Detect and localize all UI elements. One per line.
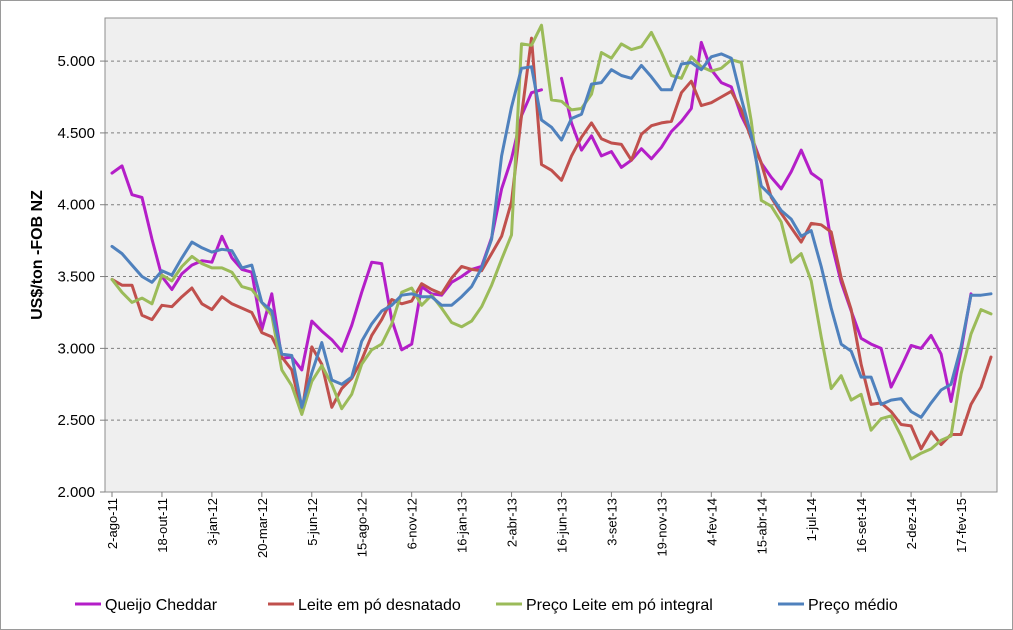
y-tick-label: 4.500 xyxy=(57,125,95,142)
legend-label: Preço Leite em pó integral xyxy=(526,597,713,614)
x-tick-label: 15-abr-14 xyxy=(754,498,769,554)
y-tick-label: 2.000 xyxy=(57,484,95,501)
x-tick-label: 2-dez-14 xyxy=(904,498,919,549)
y-tick-label: 3.000 xyxy=(57,340,95,357)
legend-item: Leite em pó desnatado xyxy=(268,597,461,614)
y-tick-label: 4.000 xyxy=(57,197,95,214)
y-tick-label: 2.500 xyxy=(57,412,95,429)
x-tick-label: 15-ago-12 xyxy=(355,498,370,557)
x-tick-label: 17-fev-15 xyxy=(954,498,969,553)
x-tick-label: 4-fev-14 xyxy=(704,498,719,546)
x-tick-label: 6-nov-12 xyxy=(405,498,420,549)
series-queijo-cheddar xyxy=(110,40,973,403)
series-line xyxy=(110,23,993,461)
legend-item: Preço médio xyxy=(778,597,898,614)
legend-label: Leite em pó desnatado xyxy=(298,597,461,614)
legend: Queijo Cheddar Leite em pó desnatado Preço… xyxy=(75,597,898,614)
legend-item: Queijo Cheddar xyxy=(75,597,218,614)
y-axis: 2.000 2.500 3.000 3.500 4.000 4.500 5.000 xyxy=(57,53,105,501)
x-axis: 2-ago-11 18-out-11 3-jan-12 20-mar-12 5-jun-… xyxy=(105,492,969,558)
x-tick-label: 16-set-14 xyxy=(854,498,869,553)
legend-item: Preço Leite em pó integral xyxy=(496,597,713,614)
x-tick-label: 3-jan-12 xyxy=(205,498,220,546)
y-axis-title: US$/ton -FOB NZ xyxy=(29,190,46,320)
series-pre-o-m-dio xyxy=(110,52,993,419)
series-line xyxy=(110,52,993,419)
x-tick-label: 5-jun-12 xyxy=(305,498,320,546)
x-tick-label: 19-nov-13 xyxy=(654,498,669,557)
x-tick-label: 3-set-13 xyxy=(604,498,619,546)
series-line xyxy=(110,36,993,451)
series-lines xyxy=(110,23,993,461)
x-tick-label: 2-abr-13 xyxy=(505,498,520,547)
x-tick-label: 2-ago-11 xyxy=(105,498,120,549)
x-tick-label: 16-jun-13 xyxy=(554,498,569,553)
series-line xyxy=(110,40,973,403)
legend-label: Queijo Cheddar xyxy=(105,597,218,614)
x-tick-label: 18-out-11 xyxy=(155,498,170,553)
y-tick-label: 3.500 xyxy=(57,269,95,286)
series-leite-em-p-desnatado xyxy=(110,36,993,451)
series-pre-o-leite-em-p-integral xyxy=(110,23,993,461)
x-tick-label: 1-jul-14 xyxy=(804,498,819,541)
legend-label: Preço médio xyxy=(808,597,898,614)
y-tick-label: 5.000 xyxy=(57,53,95,70)
x-tick-label: 16-jan-13 xyxy=(455,498,470,553)
x-tick-label: 20-mar-12 xyxy=(255,498,270,558)
gridlines xyxy=(105,60,997,421)
